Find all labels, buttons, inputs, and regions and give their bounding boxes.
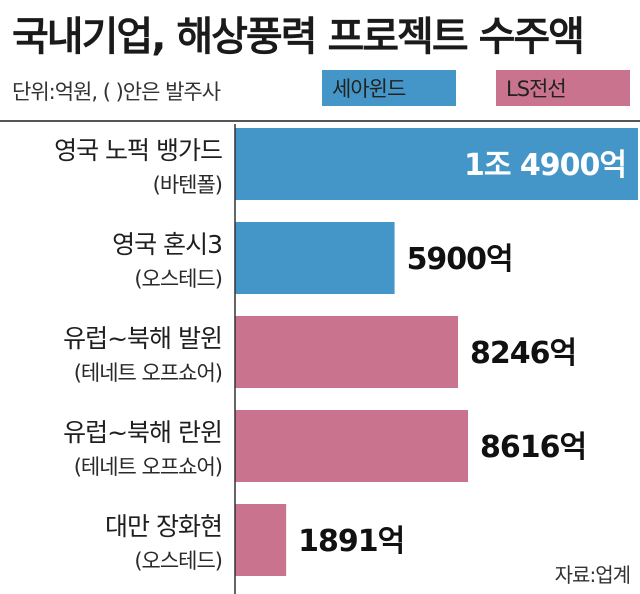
bar-1: [235, 222, 395, 294]
category-client-0: (바텐폴): [153, 173, 222, 197]
legend-swatch-seawind: [322, 70, 456, 106]
category-client-1: (오스테드): [134, 267, 222, 291]
header-divider: [0, 120, 640, 122]
value-label-4: 1891억: [298, 524, 404, 559]
bar-3: [235, 410, 469, 482]
legend-swatch-ls-cable: [496, 70, 630, 106]
category-label-4: 대만 장화현: [105, 512, 222, 541]
bar-2: [235, 316, 459, 388]
category-client-2: (테네트 오프쇼어): [74, 361, 222, 385]
bar-0: [235, 128, 638, 200]
chart-title: 국내기업, 해상풍력 프로젝트 수주액: [12, 14, 585, 60]
legend-label-seawind: 세아윈드: [332, 77, 406, 101]
category-client-4: (오스테드): [134, 549, 222, 573]
bar-4: [235, 504, 287, 576]
legend-label-ls-cable: LS전선: [506, 77, 567, 101]
legend-item-seawind: 세아윈드: [322, 70, 456, 106]
category-label-3: 유럽~북해 란윈: [63, 418, 222, 447]
value-label-2: 8246억: [470, 336, 576, 371]
source-note: 자료:업계: [554, 563, 631, 587]
unit-note: 단위:억원, ( )안은 발주사: [12, 80, 221, 104]
category-label-2: 유럽~북해 발윈: [63, 324, 222, 353]
category-label-1: 영국 혼시3: [112, 230, 222, 259]
value-label-0: 1조 4900억: [464, 148, 626, 183]
value-label-3: 8616억: [480, 430, 586, 465]
category-client-3: (테네트 오프쇼어): [74, 455, 222, 479]
value-label-1: 5900억: [407, 242, 513, 277]
category-label-0: 영국 노퍽 뱅가드: [54, 136, 222, 165]
legend-item-ls-cable: LS전선: [496, 70, 630, 106]
